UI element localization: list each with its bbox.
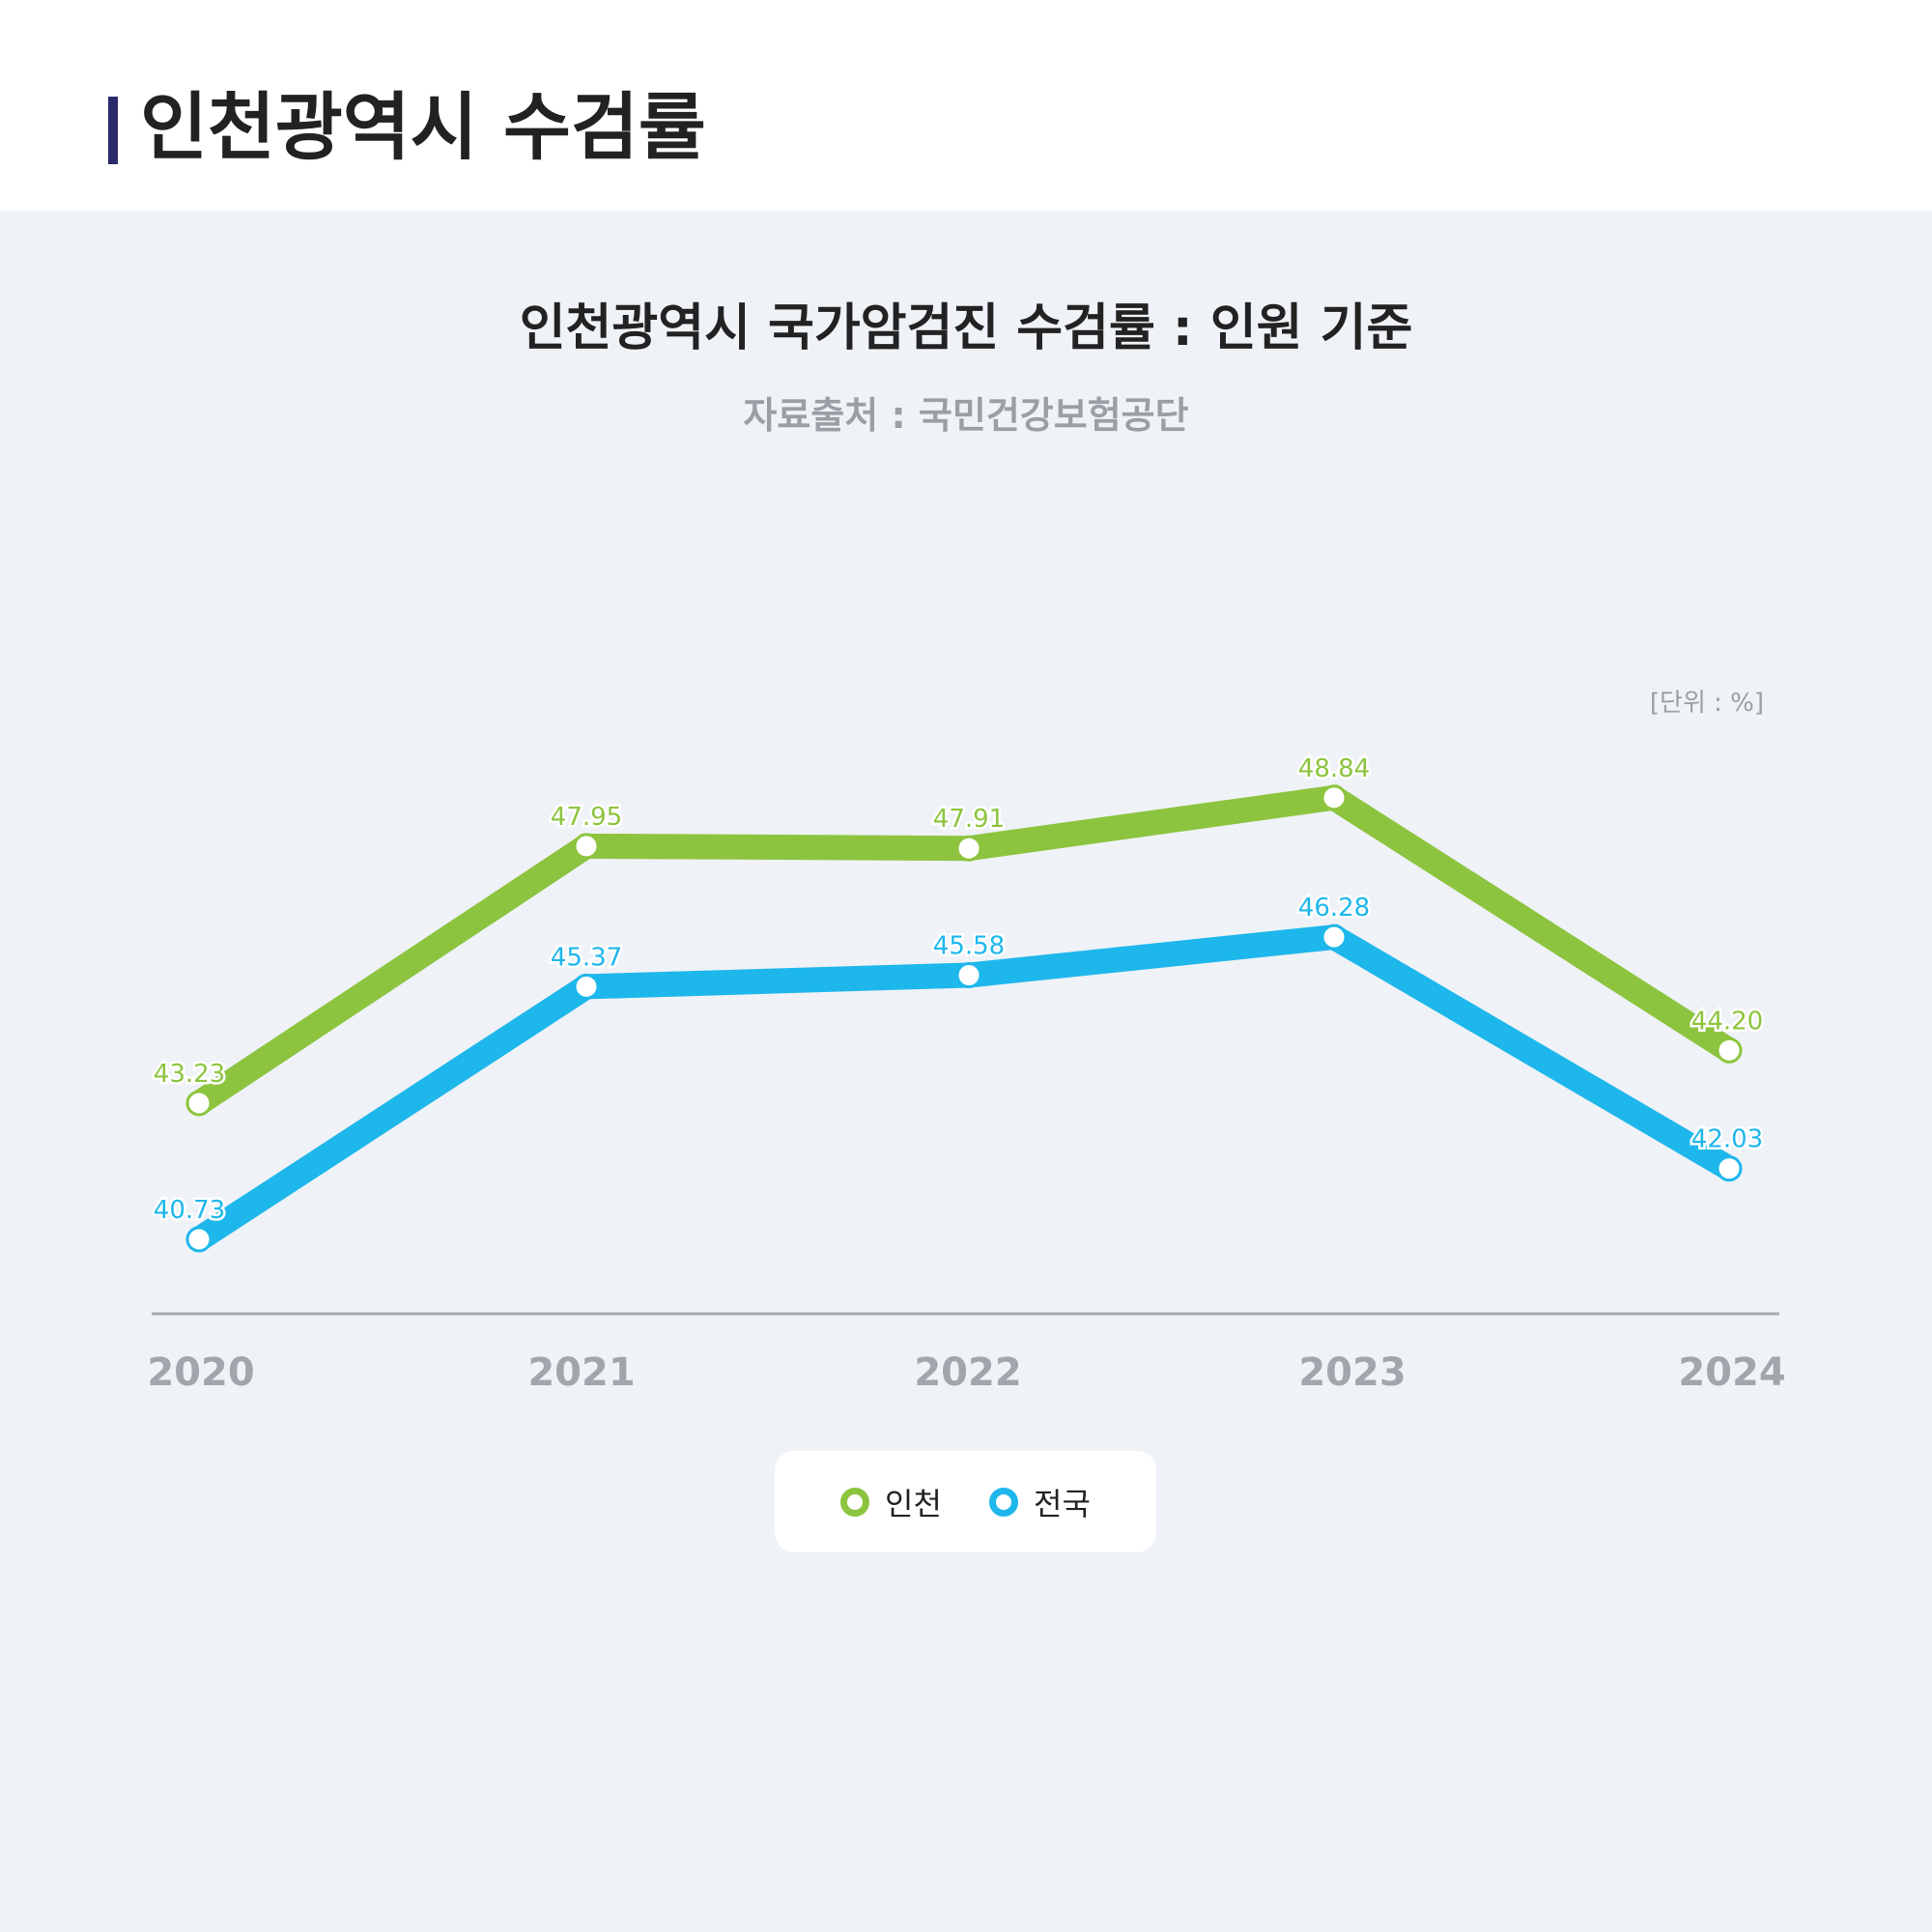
- legend-item-national: 전국: [989, 1451, 1091, 1552]
- legend-marker-icon: [989, 1487, 1018, 1517]
- data-point: [573, 833, 600, 860]
- unit-label: [단위 : %]: [1649, 689, 1764, 718]
- data-label: 45.37: [551, 943, 622, 972]
- chart-subtitle: 자료출처 : 국민건강보험공단: [743, 394, 1189, 437]
- data-label: 43.23: [154, 1060, 225, 1089]
- data-label: 46.28: [1298, 894, 1370, 923]
- legend: 인천 전국: [775, 1451, 1156, 1552]
- data-label: 45.58: [933, 932, 1005, 961]
- legend-label: 전국: [1034, 1485, 1091, 1522]
- x-tick-label: 2020: [147, 1350, 254, 1395]
- data-point: [955, 962, 982, 989]
- data-point: [955, 835, 982, 862]
- x-tick-label: 2024: [1678, 1350, 1785, 1395]
- data-point: [185, 1090, 213, 1117]
- data-label: 48.84: [1298, 754, 1370, 783]
- page-title: 인천광역시 수검률: [140, 84, 706, 170]
- header: 인천광역시 수검률: [0, 0, 1932, 211]
- data-point: [185, 1226, 213, 1253]
- data-label: 40.73: [154, 1196, 225, 1225]
- title-accent-bar: [108, 97, 118, 164]
- legend-marker-icon: [840, 1487, 869, 1517]
- data-point: [1716, 1037, 1743, 1064]
- legend-item-incheon: 인천: [840, 1451, 942, 1552]
- data-label: 42.03: [1691, 1125, 1763, 1154]
- data-point: [1321, 923, 1348, 951]
- data-point: [1321, 784, 1348, 811]
- data-label: 44.20: [1691, 1007, 1763, 1036]
- data-label: 47.95: [551, 803, 622, 832]
- data-point: [573, 973, 600, 1000]
- data-label: 47.91: [933, 805, 1005, 834]
- x-tick-label: 2023: [1298, 1350, 1406, 1395]
- data-point: [1716, 1155, 1743, 1182]
- chart-title: 인천광역시 국가암검진 수검률 : 인원 기준: [519, 299, 1413, 357]
- legend-label: 인천: [885, 1485, 942, 1522]
- x-tick-label: 2021: [527, 1350, 635, 1395]
- x-tick-label: 2022: [914, 1350, 1021, 1395]
